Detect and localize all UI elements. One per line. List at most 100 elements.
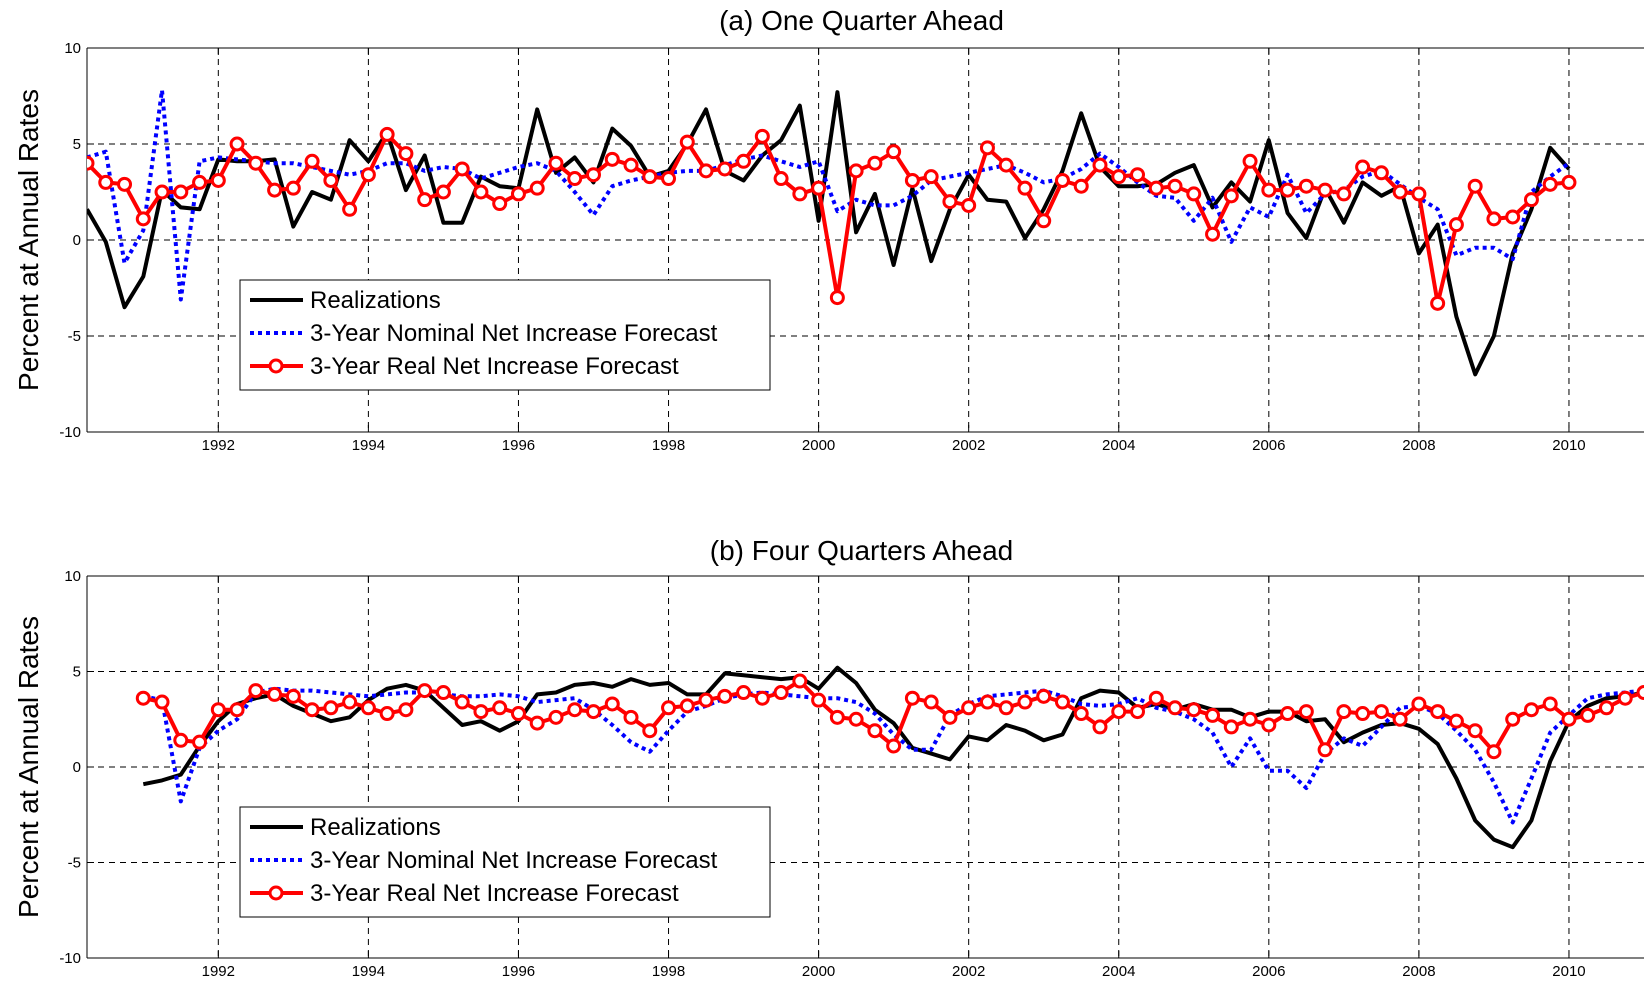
plot-area: [87, 88, 1577, 377]
data-point-3-year-real-net-increase-forecast: [360, 700, 376, 716]
x-tick-label: 1994: [352, 437, 385, 454]
legend-label-realizations: Realizations: [310, 814, 441, 841]
data-point-3-year-real-net-increase-forecast: [192, 174, 208, 190]
data-point-3-year-real-net-increase-forecast: [904, 172, 920, 188]
data-point-3-year-real-net-increase-forecast: [792, 673, 808, 689]
data-point-3-year-real-net-increase-forecast: [1130, 167, 1146, 183]
y-tick-label: -5: [68, 855, 81, 872]
y-tick-label: 5: [73, 136, 81, 153]
data-point-3-year-real-net-increase-forecast: [548, 155, 564, 171]
legend: Realizations 3-Year Nominal Net Increase …: [239, 806, 771, 918]
data-point-3-year-real-net-increase-forecast: [1598, 700, 1614, 716]
data-point-3-year-real-net-increase-forecast: [510, 706, 526, 722]
y-tick-label: 0: [73, 232, 81, 249]
data-point-3-year-real-net-increase-forecast: [1111, 704, 1127, 720]
data-point-3-year-real-net-increase-forecast: [492, 196, 508, 212]
data-point-3-year-real-net-increase-forecast: [811, 692, 827, 708]
data-point-3-year-real-net-increase-forecast: [173, 184, 189, 200]
data-point-3-year-real-net-increase-forecast: [1542, 176, 1558, 192]
data-point-3-year-real-net-increase-forecast: [623, 709, 639, 725]
data-point-3-year-real-net-increase-forecast: [1617, 690, 1633, 706]
data-point-3-year-real-net-increase-forecast: [1448, 217, 1464, 233]
data-point-3-year-real-net-increase-forecast: [1523, 702, 1539, 718]
data-point-3-year-real-net-increase-forecast: [567, 702, 583, 718]
data-point-3-year-real-net-increase-forecast: [773, 685, 789, 701]
x-tick-label: 2000: [802, 437, 835, 454]
data-point-3-year-real-net-increase-forecast: [567, 171, 583, 187]
data-point-3-year-real-net-increase-forecast: [304, 702, 320, 718]
data-point-3-year-real-net-increase-forecast: [736, 685, 752, 701]
data-point-3-year-real-net-increase-forecast: [1430, 704, 1446, 720]
data-point-3-year-real-net-increase-forecast: [717, 688, 733, 704]
data-point-3-year-real-net-increase-forecast: [1054, 172, 1070, 188]
x-tick-label: 1998: [652, 437, 685, 454]
x-tick-label: 1992: [202, 963, 235, 980]
data-point-3-year-real-net-increase-forecast: [117, 176, 133, 192]
y-tick-label: -5: [68, 328, 81, 345]
data-point-3-year-real-net-increase-forecast: [1561, 174, 1577, 190]
data-point-3-year-real-net-increase-forecast: [473, 184, 489, 200]
y-tick-label: 10: [64, 40, 81, 57]
data-point-3-year-real-net-increase-forecast: [417, 683, 433, 699]
data-point-3-year-real-net-increase-forecast: [1486, 744, 1502, 760]
x-tick-label: 2006: [1252, 963, 1285, 980]
data-point-3-year-real-net-increase-forecast: [192, 734, 208, 750]
data-point-3-year-real-net-increase-forecast: [979, 694, 995, 710]
data-point-3-year-real-net-increase-forecast: [1017, 694, 1033, 710]
data-point-3-year-real-net-increase-forecast: [642, 723, 658, 739]
data-point-3-year-real-net-increase-forecast: [1523, 192, 1539, 208]
legend-label-3-year-real-net-increase-forecast: 3-Year Real Net Increase Forecast: [310, 353, 679, 380]
data-point-3-year-real-net-increase-forecast: [1130, 704, 1146, 720]
chart-title: (a) One Quarter Ahead: [719, 5, 1004, 36]
data-point-3-year-real-net-increase-forecast: [1336, 704, 1352, 720]
data-point-3-year-real-net-increase-forecast: [1298, 704, 1314, 720]
data-point-3-year-real-net-increase-forecast: [1542, 696, 1558, 712]
data-point-3-year-real-net-increase-forecast: [642, 169, 658, 185]
data-point-3-year-real-net-increase-forecast: [1580, 707, 1596, 723]
data-point-3-year-real-net-increase-forecast: [848, 163, 864, 179]
data-point-3-year-real-net-increase-forecast: [1280, 706, 1296, 722]
data-point-3-year-real-net-increase-forecast: [342, 694, 358, 710]
data-point-3-year-real-net-increase-forecast: [867, 723, 883, 739]
data-point-3-year-real-net-increase-forecast: [229, 702, 245, 718]
data-point-3-year-real-net-increase-forecast: [998, 700, 1014, 716]
data-point-3-year-real-net-increase-forecast: [454, 694, 470, 710]
data-point-3-year-real-net-increase-forecast: [454, 161, 470, 177]
data-point-3-year-real-net-increase-forecast: [1223, 719, 1239, 735]
data-point-3-year-real-net-increase-forecast: [492, 700, 508, 716]
legend: Realizations 3-Year Nominal Net Increase …: [239, 279, 771, 391]
data-point-3-year-real-net-increase-forecast: [829, 709, 845, 725]
y-axis-label: Percent at Annual Rates: [13, 616, 44, 918]
data-point-3-year-real-net-increase-forecast: [679, 698, 695, 714]
data-point-3-year-real-net-increase-forecast: [285, 688, 301, 704]
data-point-3-year-real-net-increase-forecast: [510, 186, 526, 202]
data-point-3-year-real-net-increase-forecast: [979, 140, 995, 156]
data-point-3-year-real-net-increase-forecast: [1186, 702, 1202, 718]
legend-label-3-year-real-net-increase-forecast: 3-Year Real Net Increase Forecast: [310, 880, 679, 907]
x-tick-label: 2010: [1552, 437, 1585, 454]
data-point-3-year-real-net-increase-forecast: [1392, 184, 1408, 200]
data-point-3-year-real-net-increase-forecast: [754, 690, 770, 706]
data-point-3-year-real-net-increase-forecast: [942, 709, 958, 725]
x-tick-label: 2000: [802, 963, 835, 980]
data-point-3-year-real-net-increase-forecast: [1186, 186, 1202, 202]
data-point-3-year-real-net-increase-forecast: [811, 180, 827, 196]
legend-label-3-year-nominal-net-increase-forecast: 3-Year Nominal Net Increase Forecast: [310, 847, 718, 874]
legend-marker-3-year-real-net-increase-forecast: [268, 885, 284, 901]
data-point-3-year-real-net-increase-forecast: [1505, 209, 1521, 225]
series-line-3-year-nominal-net-increase-forecast: [87, 88, 1571, 302]
data-point-3-year-real-net-increase-forecast: [698, 163, 714, 179]
data-point-3-year-real-net-increase-forecast: [1505, 711, 1521, 727]
data-point-3-year-real-net-increase-forecast: [398, 702, 414, 718]
data-point-3-year-real-net-increase-forecast: [1111, 169, 1127, 185]
data-point-3-year-real-net-increase-forecast: [886, 738, 902, 754]
data-point-3-year-real-net-increase-forecast: [773, 171, 789, 187]
data-point-3-year-real-net-increase-forecast: [1092, 719, 1108, 735]
data-point-3-year-real-net-increase-forecast: [360, 167, 376, 183]
data-point-3-year-real-net-increase-forecast: [1430, 295, 1446, 311]
data-point-3-year-real-net-increase-forecast: [1073, 178, 1089, 194]
x-tick-label: 1992: [202, 437, 235, 454]
x-tick-label: 2002: [952, 437, 985, 454]
data-point-3-year-real-net-increase-forecast: [379, 706, 395, 722]
data-point-3-year-real-net-increase-forecast: [1092, 157, 1108, 173]
